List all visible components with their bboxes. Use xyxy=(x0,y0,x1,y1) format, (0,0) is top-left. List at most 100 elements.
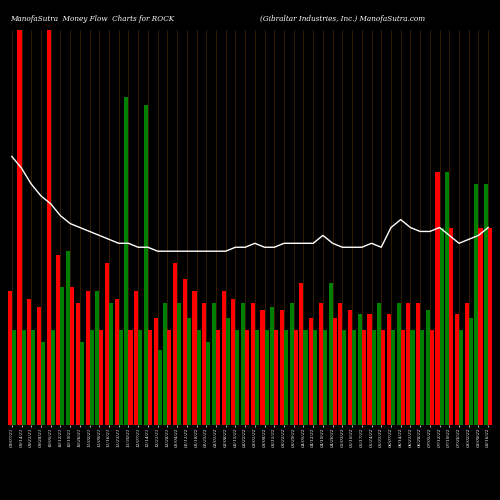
Bar xyxy=(391,330,395,425)
Bar xyxy=(400,330,405,425)
Bar xyxy=(236,330,240,425)
Bar xyxy=(158,350,162,425)
Bar xyxy=(338,302,342,425)
Bar xyxy=(232,298,235,425)
Bar xyxy=(202,302,206,425)
Bar xyxy=(187,318,191,425)
Bar xyxy=(168,330,172,425)
Bar xyxy=(484,184,488,425)
Bar xyxy=(216,330,220,425)
Bar xyxy=(27,298,31,425)
Bar xyxy=(144,105,148,425)
Bar xyxy=(164,302,168,425)
Bar xyxy=(148,330,152,425)
Bar xyxy=(478,228,482,425)
Bar xyxy=(348,310,352,425)
Bar xyxy=(264,330,268,425)
Text: ManofaSutra  Money Flow  Charts for ROCK: ManofaSutra Money Flow Charts for ROCK xyxy=(10,15,174,23)
Bar xyxy=(105,263,109,425)
Bar xyxy=(177,302,181,425)
Bar xyxy=(358,314,362,425)
Bar xyxy=(430,330,434,425)
Bar xyxy=(280,310,284,425)
Bar xyxy=(134,290,138,425)
Bar xyxy=(420,330,424,425)
Bar xyxy=(119,330,123,425)
Bar xyxy=(212,302,216,425)
Bar xyxy=(222,290,226,425)
Bar xyxy=(426,310,430,425)
Bar xyxy=(100,330,103,425)
Bar xyxy=(270,306,274,425)
Bar xyxy=(260,310,264,425)
Bar xyxy=(362,330,366,425)
Bar xyxy=(468,318,473,425)
Bar xyxy=(436,172,440,425)
Bar xyxy=(368,314,372,425)
Bar xyxy=(488,228,492,425)
Bar xyxy=(245,330,249,425)
Bar xyxy=(37,306,41,425)
Bar xyxy=(255,330,259,425)
Bar xyxy=(182,279,187,425)
Bar xyxy=(138,330,142,425)
Bar xyxy=(12,330,16,425)
Bar xyxy=(387,314,391,425)
Bar xyxy=(377,302,382,425)
Bar xyxy=(80,342,84,425)
Bar xyxy=(406,302,410,425)
Bar xyxy=(464,302,469,425)
Bar xyxy=(56,255,60,425)
Bar xyxy=(455,314,459,425)
Bar xyxy=(22,330,26,425)
Bar xyxy=(323,330,327,425)
Bar xyxy=(76,302,80,425)
Bar xyxy=(128,330,132,425)
Bar xyxy=(304,330,308,425)
Bar xyxy=(332,318,336,425)
Bar xyxy=(440,228,444,425)
Bar xyxy=(50,330,55,425)
Bar xyxy=(31,330,36,425)
Text: (Gibraltar Industries, Inc.) ManofaSutra.com: (Gibraltar Industries, Inc.) ManofaSutra… xyxy=(260,15,425,23)
Bar xyxy=(241,302,245,425)
Bar xyxy=(290,302,294,425)
Bar xyxy=(114,298,118,425)
Bar xyxy=(396,302,400,425)
Bar xyxy=(309,318,313,425)
Bar xyxy=(206,342,210,425)
Bar xyxy=(294,330,298,425)
Bar xyxy=(459,330,463,425)
Bar xyxy=(319,302,323,425)
Bar xyxy=(95,290,100,425)
Bar xyxy=(352,330,356,425)
Bar xyxy=(372,330,376,425)
Bar xyxy=(450,228,454,425)
Bar xyxy=(328,283,332,425)
Bar xyxy=(416,302,420,425)
Bar xyxy=(8,290,12,425)
Bar xyxy=(251,302,255,425)
Bar xyxy=(274,330,278,425)
Bar xyxy=(41,342,45,425)
Bar xyxy=(109,302,113,425)
Bar xyxy=(192,290,196,425)
Bar xyxy=(124,97,128,425)
Bar xyxy=(66,251,70,425)
Bar xyxy=(173,263,177,425)
Bar xyxy=(284,330,288,425)
Bar xyxy=(46,30,50,425)
Bar xyxy=(18,30,21,425)
Bar xyxy=(226,318,230,425)
Bar xyxy=(313,330,318,425)
Bar xyxy=(90,330,94,425)
Bar xyxy=(342,330,346,425)
Bar xyxy=(445,172,450,425)
Bar xyxy=(300,283,304,425)
Bar xyxy=(154,318,158,425)
Bar xyxy=(474,184,478,425)
Bar xyxy=(196,330,200,425)
Bar xyxy=(410,330,414,425)
Bar xyxy=(60,287,64,425)
Bar xyxy=(381,330,386,425)
